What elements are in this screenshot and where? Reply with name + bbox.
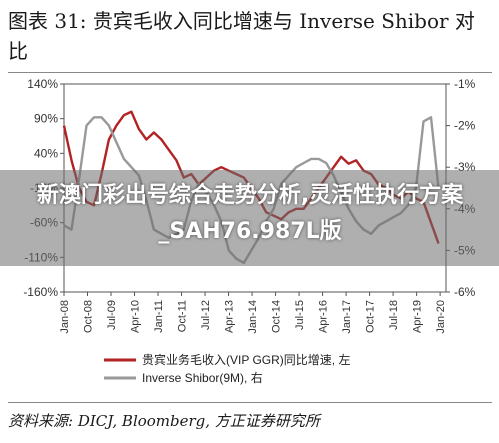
x-tick-label: Jul-18 — [388, 300, 400, 330]
x-tick-label: Jul-09 — [106, 300, 118, 330]
x-tick-label: Oct-14 — [271, 300, 283, 333]
x-tick-label: Jul-15 — [294, 300, 306, 330]
x-tick-label: Apr-16 — [318, 300, 330, 333]
right-tick-label: -6% — [454, 285, 476, 299]
figure-title: 图表 31: 贵宾毛收入同比增速与 Inverse Shibor 对比 — [8, 9, 475, 63]
right-tick-label: -2% — [454, 119, 476, 133]
left-tick-label: 40% — [34, 146, 58, 160]
x-axis: Jan-08 Oct-08 Jul-09 Apr-10 Jan-11 Oct-11 Jul-… — [59, 292, 447, 334]
overlay-text: 新澳门彩出号综合走势分析,灵活性执行方案_SAH76.987L版 — [36, 183, 464, 244]
overlay-banner — [0, 170, 499, 266]
x-tick-label: Jul-12 — [200, 300, 212, 330]
left-tick-label: -160% — [23, 285, 58, 299]
left-tick-label: 90% — [34, 112, 58, 126]
x-tick-label: Apr-19 — [412, 300, 424, 333]
legend-label-1: 贵宾业务毛收入(VIP GGR)同比增速, 左 — [142, 352, 350, 367]
x-tick-label: Apr-13 — [224, 300, 236, 333]
x-tick-label: Jan-14 — [247, 300, 259, 334]
x-tick-label: Apr-10 — [130, 300, 142, 333]
x-tick-label: Oct-11 — [177, 300, 189, 332]
x-tick-label: Jan-20 — [435, 300, 447, 334]
legend-label-2: Inverse Shibor(9M), 右 — [142, 370, 263, 385]
legend: 贵宾业务毛收入(VIP GGR)同比增速, 左 Inverse Shibor(9M… — [104, 352, 350, 385]
bottom-rule — [8, 402, 492, 403]
x-tick-label: Jan-11 — [153, 300, 165, 333]
source-note: 资料来源: DICJ, Bloomberg, 方正证券研究所 — [8, 412, 320, 430]
x-tick-label: Oct-08 — [83, 300, 95, 333]
x-tick-label: Oct-17 — [365, 300, 377, 333]
x-tick-label: Jan-08 — [59, 300, 71, 334]
top-rule — [8, 72, 492, 73]
left-tick-label: 140% — [27, 77, 58, 91]
x-tick-label: Jan-17 — [341, 300, 353, 334]
right-tick-label: -1% — [454, 77, 476, 91]
